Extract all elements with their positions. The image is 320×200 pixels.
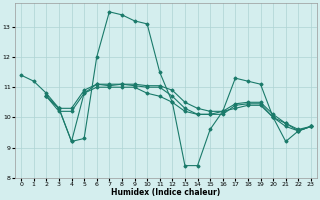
X-axis label: Humidex (Indice chaleur): Humidex (Indice chaleur) [111, 188, 221, 197]
